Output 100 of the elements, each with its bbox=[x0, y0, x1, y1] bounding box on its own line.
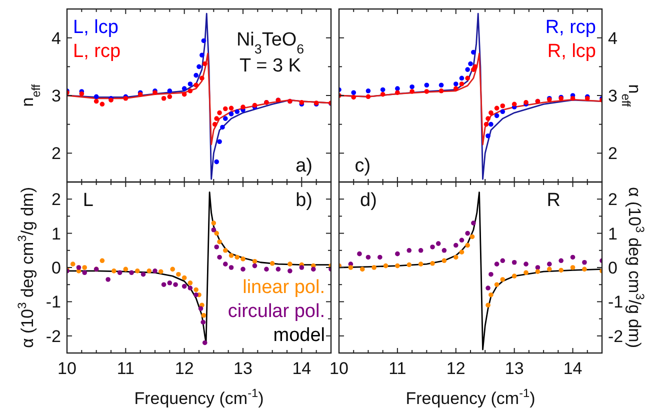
point bbox=[228, 265, 234, 270]
point bbox=[453, 82, 458, 86]
point bbox=[223, 106, 228, 112]
point bbox=[424, 82, 430, 88]
point bbox=[512, 260, 517, 265]
point bbox=[129, 270, 134, 276]
point bbox=[459, 76, 464, 81]
point bbox=[366, 88, 371, 94]
point bbox=[395, 251, 400, 256]
y-tick-label: 1 bbox=[52, 224, 61, 244]
point bbox=[112, 268, 116, 274]
point bbox=[198, 306, 204, 311]
point bbox=[173, 282, 178, 287]
point bbox=[486, 302, 490, 308]
x-tick-label: 11 bbox=[116, 359, 134, 378]
x-tick-label: 13 bbox=[504, 359, 524, 378]
point bbox=[418, 248, 424, 253]
point bbox=[486, 116, 490, 121]
series-label: linear pol. bbox=[242, 277, 325, 298]
point bbox=[486, 286, 490, 290]
point bbox=[240, 266, 246, 272]
y-tick-label: 2 bbox=[608, 144, 618, 164]
point bbox=[170, 266, 175, 272]
point bbox=[459, 238, 464, 243]
point bbox=[360, 266, 365, 272]
annotation: Ni$_{3}$TeO$_{6}$ bbox=[236, 29, 304, 56]
point bbox=[459, 250, 464, 255]
series-label: L, rcp bbox=[73, 41, 121, 62]
point bbox=[182, 275, 187, 280]
x-tick-label: 13 bbox=[234, 359, 252, 378]
point bbox=[410, 84, 414, 90]
y-tick-label: -2 bbox=[608, 326, 624, 346]
point bbox=[140, 272, 146, 277]
point bbox=[200, 320, 206, 325]
point bbox=[582, 260, 587, 265]
point bbox=[471, 220, 476, 226]
point bbox=[288, 262, 292, 266]
point bbox=[211, 220, 216, 226]
point bbox=[167, 88, 172, 94]
point bbox=[547, 262, 552, 266]
point bbox=[582, 266, 587, 272]
point bbox=[220, 124, 225, 130]
point bbox=[223, 116, 228, 121]
point bbox=[100, 102, 105, 107]
point bbox=[276, 266, 281, 272]
point bbox=[524, 270, 528, 276]
point bbox=[442, 258, 447, 264]
point bbox=[366, 94, 371, 100]
point bbox=[200, 52, 204, 58]
point bbox=[424, 89, 430, 94]
point bbox=[512, 274, 517, 278]
point bbox=[558, 258, 564, 264]
point bbox=[252, 263, 258, 268]
point bbox=[217, 139, 222, 144]
point bbox=[366, 254, 371, 260]
annotation: c) bbox=[354, 156, 371, 177]
point bbox=[188, 82, 193, 86]
point bbox=[214, 230, 219, 236]
point bbox=[240, 104, 246, 110]
point bbox=[202, 340, 208, 346]
point bbox=[240, 256, 246, 262]
y-tick-label: 2 bbox=[52, 144, 61, 164]
point bbox=[406, 262, 412, 268]
point bbox=[194, 72, 198, 78]
point bbox=[188, 280, 193, 286]
point bbox=[465, 230, 470, 236]
x-axis-title: Frequency (cm$^{-1}$) bbox=[406, 386, 536, 408]
point bbox=[380, 87, 386, 92]
x-tick-label: 11 bbox=[388, 359, 406, 378]
y-tick-label: 4 bbox=[608, 28, 618, 48]
point bbox=[500, 258, 506, 264]
point bbox=[438, 82, 444, 88]
point bbox=[188, 88, 193, 94]
point bbox=[228, 106, 234, 111]
x-tick-label: 10 bbox=[58, 359, 76, 378]
point bbox=[234, 254, 240, 260]
x-tick-label: 12 bbox=[446, 359, 466, 378]
y-tick-label: 4 bbox=[52, 28, 61, 48]
point bbox=[228, 253, 234, 258]
point bbox=[288, 268, 292, 274]
x-axis-title: Frequency (cm$^{-1}$) bbox=[134, 386, 264, 408]
annotation: b) bbox=[296, 190, 313, 212]
point bbox=[194, 82, 198, 88]
point bbox=[470, 234, 475, 240]
point bbox=[395, 86, 400, 91]
point bbox=[535, 269, 540, 274]
y-tick-label: -1 bbox=[46, 292, 61, 312]
point bbox=[188, 286, 193, 290]
point bbox=[442, 248, 447, 253]
point bbox=[106, 277, 110, 282]
point bbox=[194, 292, 198, 298]
point bbox=[70, 262, 76, 266]
point bbox=[201, 312, 206, 318]
x-tick-label: 10 bbox=[330, 359, 348, 378]
point bbox=[214, 159, 219, 164]
point bbox=[182, 284, 187, 289]
point bbox=[494, 262, 500, 266]
point bbox=[430, 244, 435, 250]
point bbox=[158, 269, 164, 274]
point bbox=[570, 96, 576, 101]
